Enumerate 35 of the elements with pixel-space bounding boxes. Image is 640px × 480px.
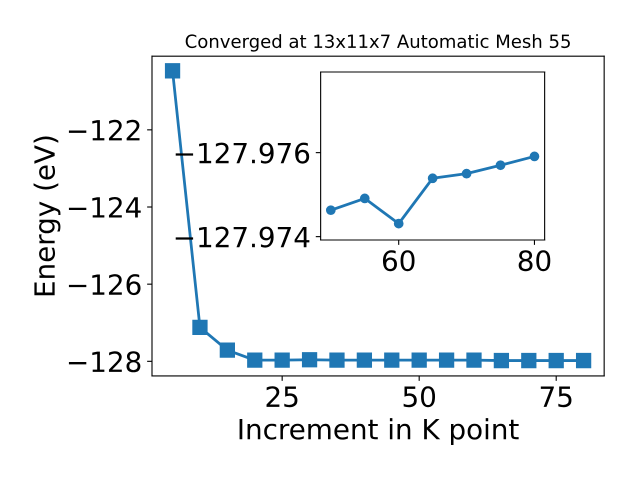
x-tick-label: 25 (266, 386, 298, 408)
chart-title: Converged at 13x11x7 Automatic Mesh 55 (186, 34, 570, 52)
x-axis-title: Increment in K point (240, 418, 519, 446)
point (462, 168, 472, 178)
x-tick-label: 75 (540, 386, 572, 408)
point (521, 352, 536, 368)
x-tick-label: 60 (382, 250, 415, 272)
x-tick-label: 50 (404, 386, 436, 408)
y-tick-label: −128 (68, 351, 140, 372)
point (360, 194, 370, 204)
point (576, 352, 592, 368)
point (494, 352, 510, 368)
point (302, 352, 318, 368)
point (356, 352, 372, 368)
point (496, 160, 506, 170)
point (428, 173, 438, 184)
x-tick-label: 80 (518, 250, 550, 272)
point (548, 352, 564, 368)
point (394, 218, 404, 228)
y-axis-title: Energy (eV) (34, 136, 60, 296)
point (530, 152, 540, 162)
point (192, 320, 208, 336)
y-tick-label: −122 (68, 120, 140, 140)
point (247, 352, 262, 368)
point (164, 63, 180, 78)
point (412, 352, 427, 368)
point (466, 352, 482, 368)
point (438, 352, 454, 368)
point (274, 352, 290, 368)
point (329, 352, 345, 368)
point (326, 205, 336, 216)
point (384, 352, 400, 368)
y-tick-label: −124 (68, 196, 141, 218)
y-tick-label: −126 (68, 274, 141, 296)
point (220, 342, 235, 358)
